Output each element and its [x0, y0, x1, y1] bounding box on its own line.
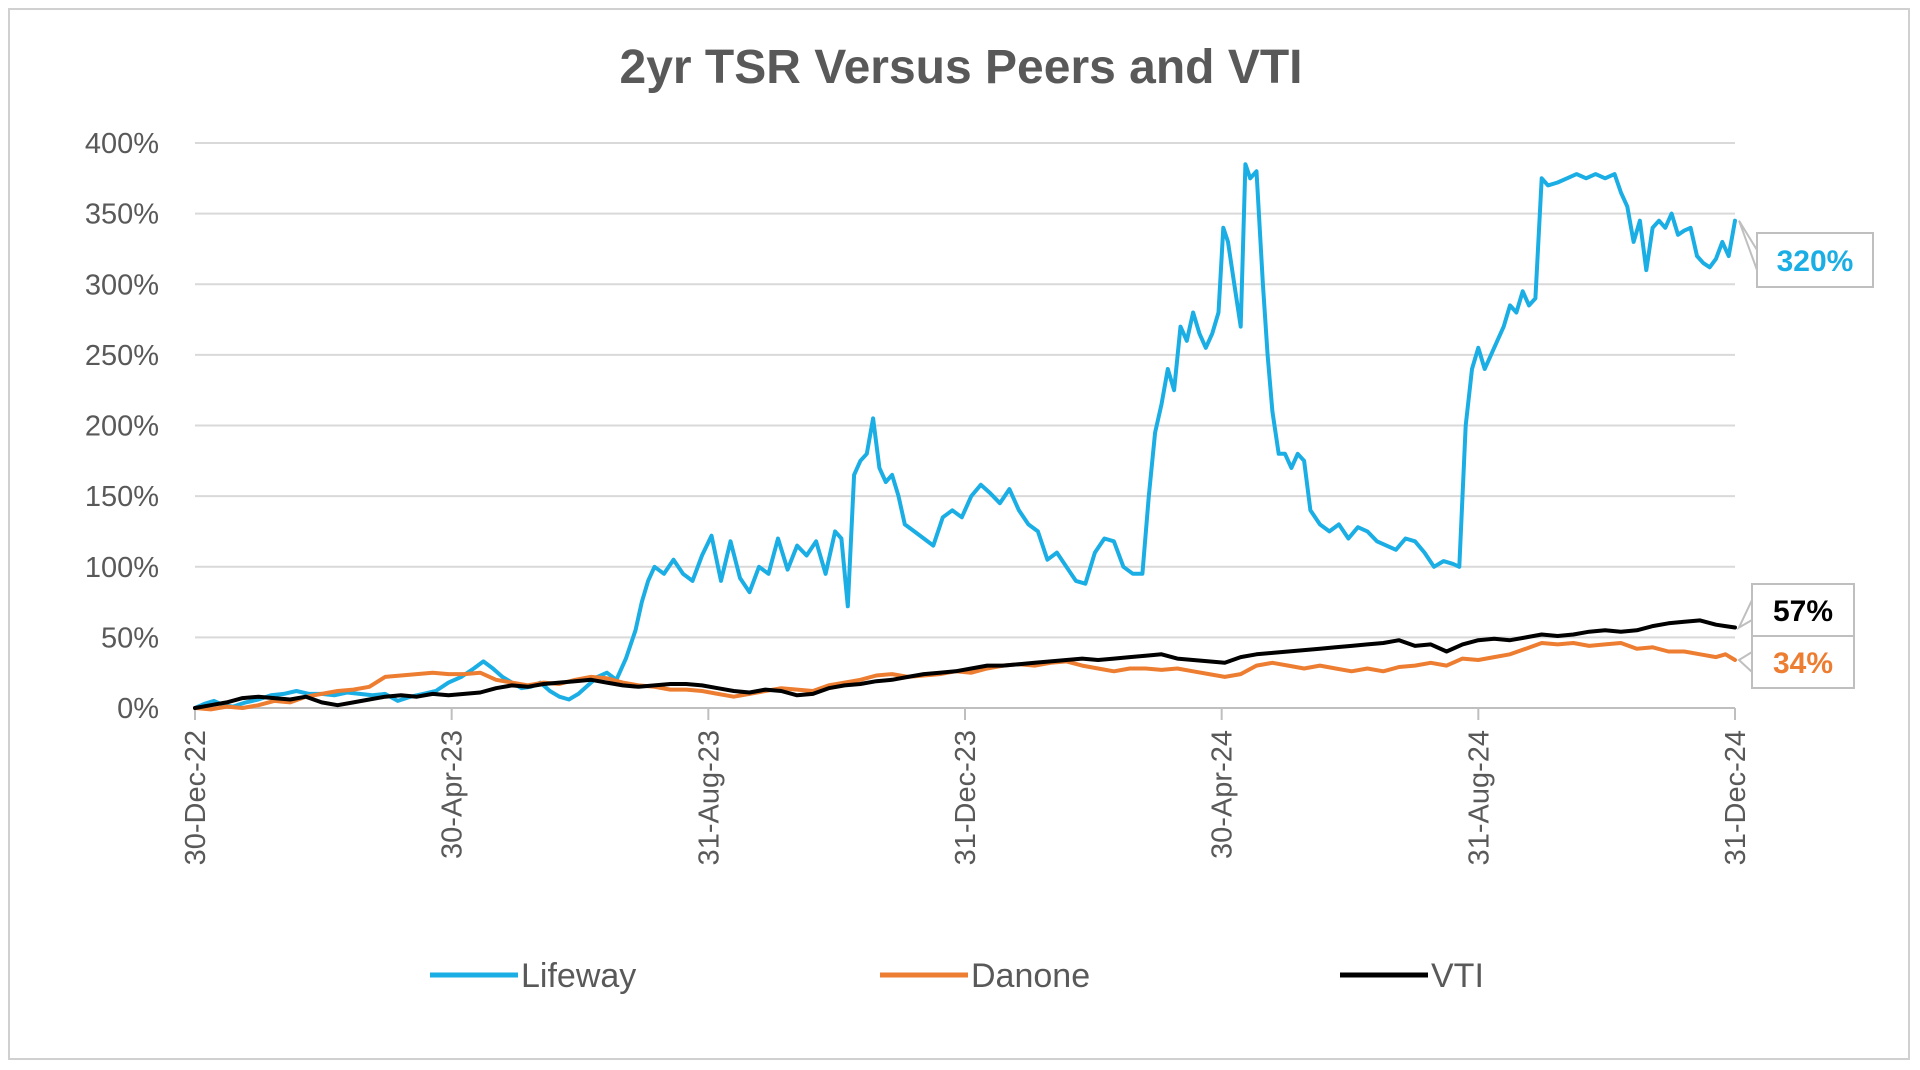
y-tick-label: 150% [85, 481, 159, 513]
x-tick-label: 31-Dec-23 [950, 730, 982, 865]
callout-box [1751, 635, 1855, 689]
x-tick-label: 31-Aug-24 [1463, 730, 1495, 865]
x-tick-label: 31-Dec-24 [1720, 730, 1752, 865]
x-tick-label: 31-Aug-23 [693, 730, 725, 865]
y-tick-label: 200% [85, 411, 159, 443]
y-tick-label: 50% [101, 622, 159, 654]
callout-pointer [1737, 650, 1753, 675]
callout-label: 34% [1773, 647, 1833, 680]
y-tick-label: 100% [85, 552, 159, 584]
gridlines [195, 142, 1735, 709]
x-tick-label: 30-Dec-22 [180, 730, 212, 865]
callout-vti: 57% [1736, 583, 1855, 637]
legend-label: Lifeway [521, 957, 636, 995]
y-axis-ticks: 0% 50% 100% 150% 200% 250% 300% 350% 400% [85, 128, 159, 725]
legend-item-vti: VTI [1340, 957, 1484, 995]
y-tick-label: 0% [117, 693, 159, 725]
callout-label: 57% [1773, 595, 1833, 628]
series-line-danone [193, 641, 1737, 712]
legend-label: Danone [971, 957, 1090, 995]
callout-pointer [1738, 220, 1758, 271]
x-axis: 30-Dec-22 30-Apr-23 31-Aug-23 31-Dec-23 30-A… [180, 707, 1752, 865]
x-tick-label: 30-Apr-23 [437, 730, 469, 859]
callout-box [1751, 583, 1855, 637]
y-tick-label: 300% [85, 269, 159, 301]
y-tick-label: 350% [85, 199, 159, 231]
legend-item-lifeway: Lifeway [430, 957, 636, 995]
legend-item-danone: Danone [880, 957, 1090, 995]
x-tick-label: 30-Apr-24 [1207, 730, 1239, 859]
callout-box [1756, 232, 1874, 288]
legend: Lifeway Danone VTI [430, 957, 1484, 995]
y-tick-label: 250% [85, 340, 159, 372]
callout-label: 320% [1777, 245, 1854, 278]
series-lines [193, 162, 1737, 712]
series-line-vti [193, 618, 1737, 710]
callout-lifeway: 320% [1738, 220, 1874, 288]
legend-label: VTI [1431, 957, 1484, 995]
chart-frame: 2yr TSR Versus Peers and VTI [8, 8, 1910, 1060]
y-tick-label: 400% [85, 128, 159, 160]
callout-danone: 34% [1737, 635, 1855, 689]
series-line-lifeway [193, 162, 1737, 710]
chart-title: 2yr TSR Versus Peers and VTI [619, 41, 1303, 94]
callout-pointer [1736, 599, 1753, 630]
end-callouts: 320% 34% 57% [1736, 220, 1874, 689]
